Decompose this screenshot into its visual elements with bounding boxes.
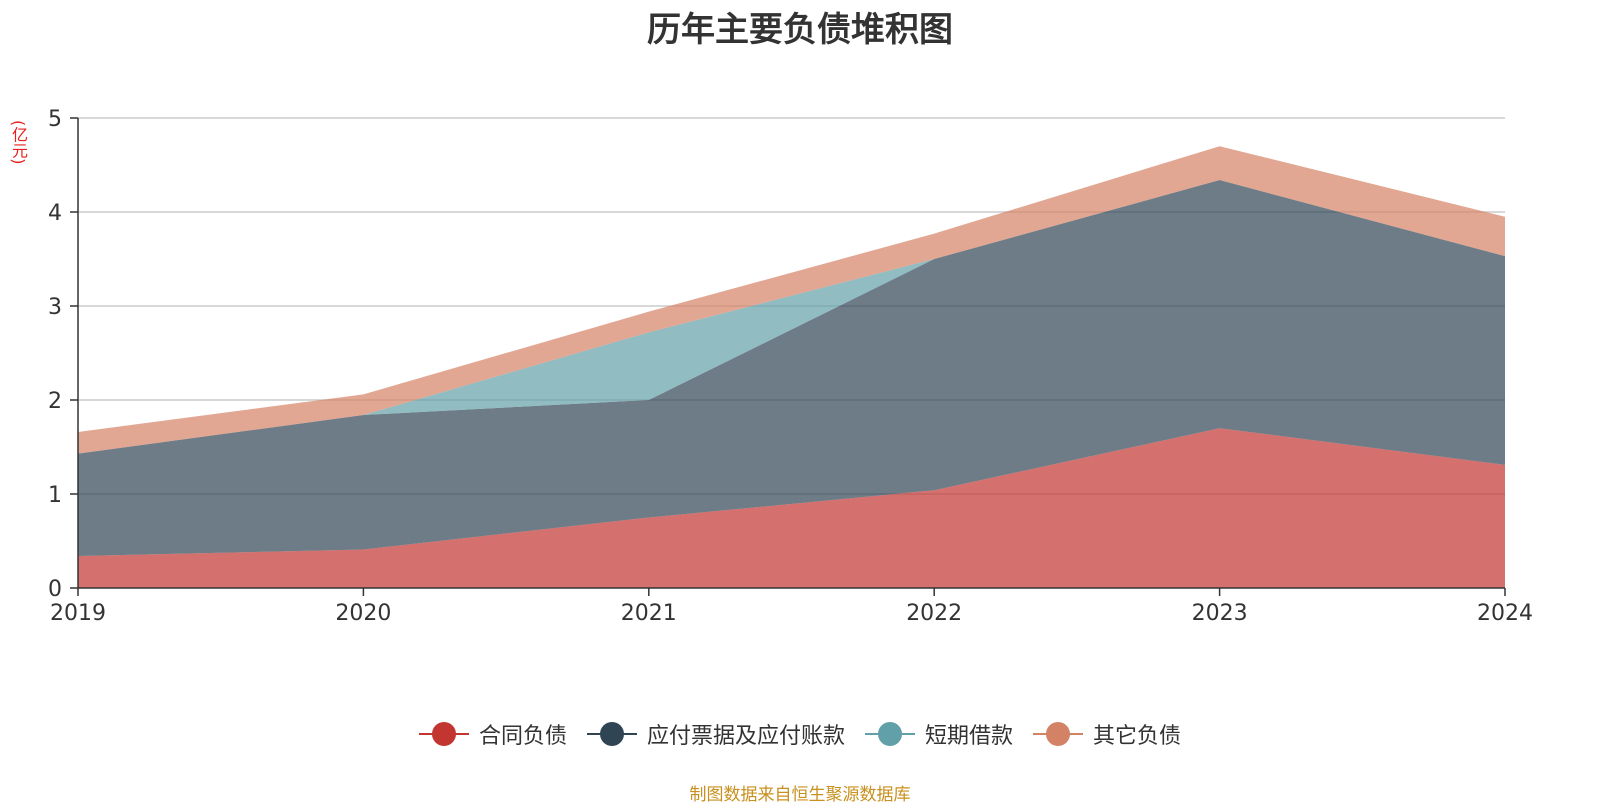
x-tick-label: 2023 <box>1192 601 1248 626</box>
legend-marker-icon <box>1033 722 1084 746</box>
area-series-短期借款 <box>78 180 1505 454</box>
x-tick-label: 2024 <box>1477 601 1533 626</box>
y-tick-label: 0 <box>48 577 62 602</box>
area-series-其它负债 <box>78 146 1505 454</box>
y-tick-label: 2 <box>48 389 62 414</box>
legend: 合同负债 应付票据及应付账款 短期借款 其它负债 <box>0 718 1600 750</box>
chart-title: 历年主要负债堆积图 <box>647 10 953 50</box>
legend-item[interactable]: 合同负债 <box>418 718 567 750</box>
x-tick-label: 2021 <box>621 601 677 626</box>
tick-label-layer: 0 1 2 3 4 5 2019 2020 2021 2022 2023 2024 <box>48 107 1533 626</box>
legend-item[interactable]: 应付票据及应付账款 <box>586 718 845 750</box>
legend-label: 应付票据及应付账款 <box>646 724 845 749</box>
legend-label: 合同负债 <box>478 724 567 749</box>
legend-item[interactable]: 短期借款 <box>865 718 1013 750</box>
area-layer <box>78 146 1505 588</box>
legend-item[interactable]: 其它负债 <box>1033 718 1181 750</box>
legend-label: 短期借款 <box>925 724 1014 749</box>
stacked-area-chart: 0 1 2 3 4 5 2019 2020 2021 2022 2023 2024 <box>48 107 1533 626</box>
legend-label: 其它负债 <box>1093 724 1182 749</box>
y-tick-label: 4 <box>48 201 62 226</box>
area-series-合同负债 <box>78 428 1505 588</box>
y-axis-unit-label: (亿元) <box>9 120 28 165</box>
axis-layer <box>70 117 1506 596</box>
area-series-应付票据及应付账款 <box>78 180 1505 557</box>
legend-marker-icon <box>865 722 915 746</box>
x-tick-label: 2020 <box>335 601 391 626</box>
source-note: 制图数据来自恒生聚源数据库 <box>689 785 911 805</box>
y-tick-label: 3 <box>48 295 62 320</box>
x-tick-label: 2019 <box>50 601 106 626</box>
y-tick-label: 5 <box>48 107 62 132</box>
legend-marker-icon <box>586 722 637 746</box>
x-tick-label: 2022 <box>906 601 962 626</box>
y-tick-label: 1 <box>48 483 62 508</box>
legend-marker-icon <box>418 722 469 746</box>
